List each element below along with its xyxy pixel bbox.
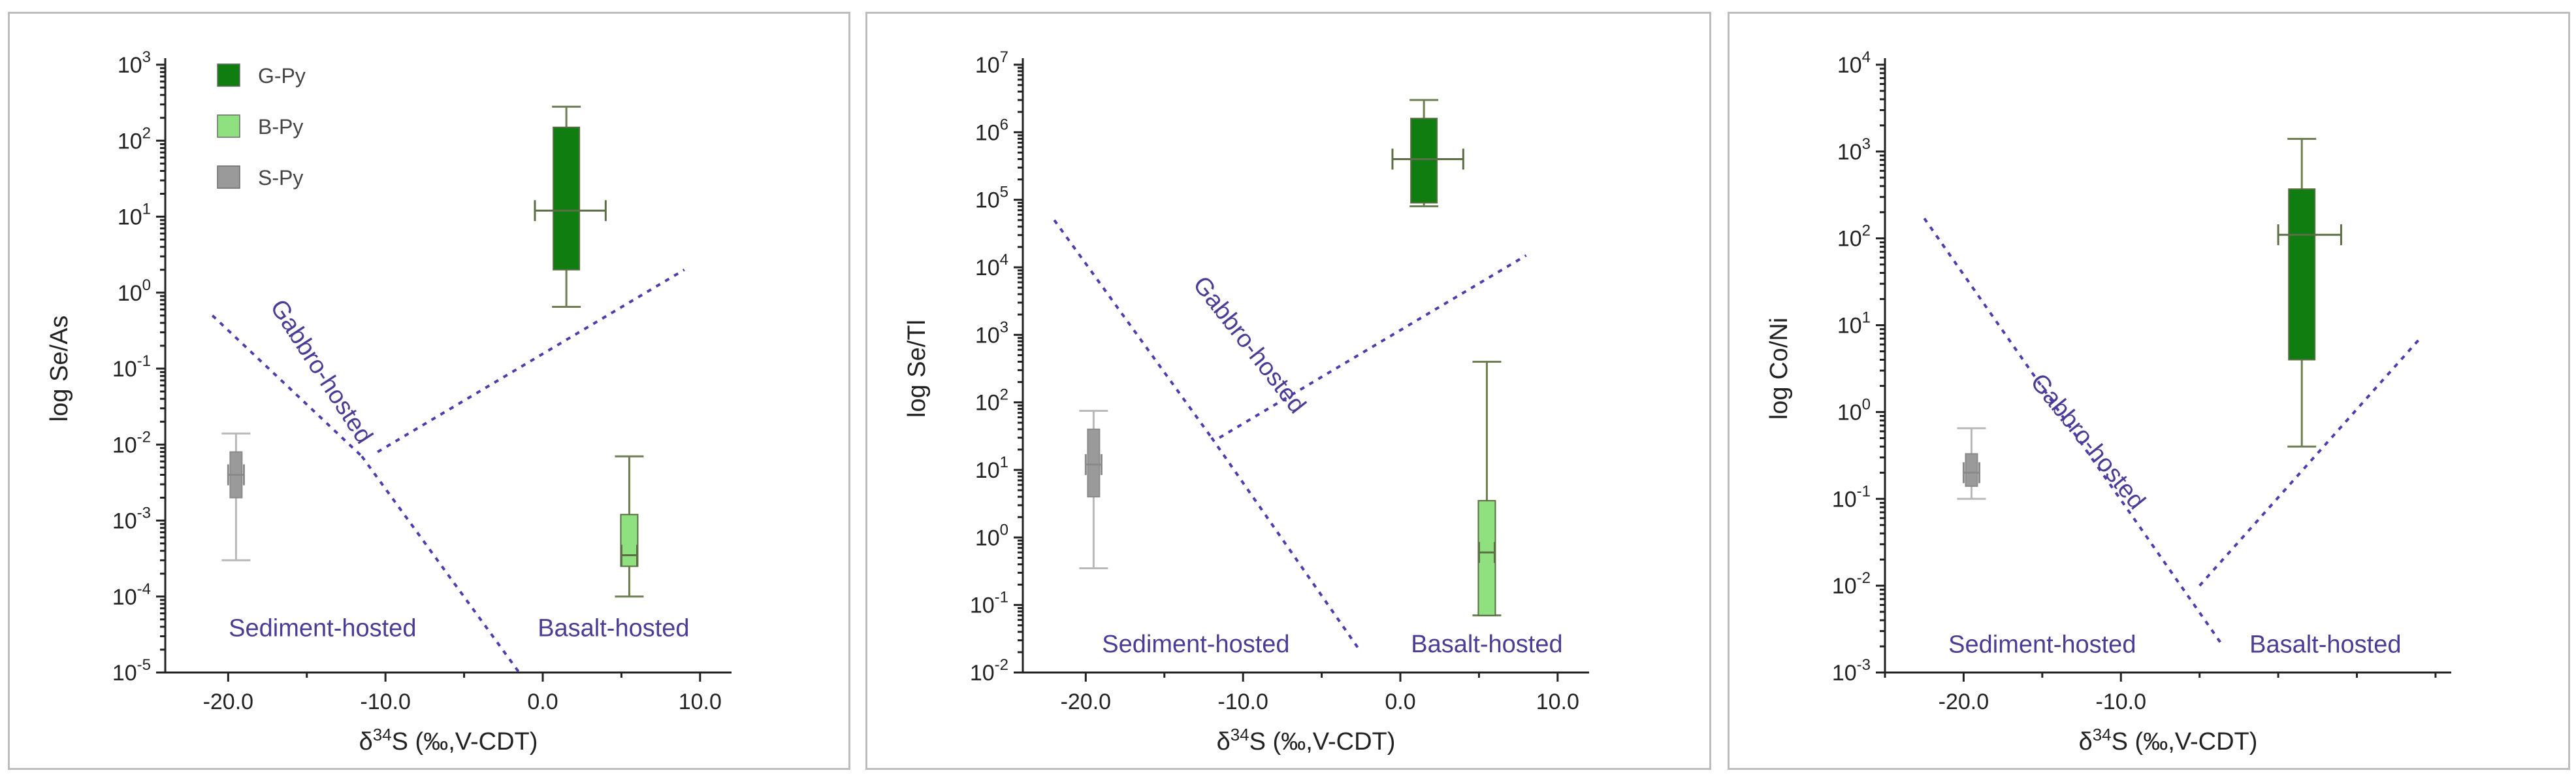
legend-label-b-py: B-Py (258, 115, 303, 139)
x-tick-label: -20.0 (203, 690, 254, 714)
legend-label-g-py: G-Py (258, 64, 306, 88)
y-tick-label: 102 (1837, 222, 1871, 252)
field-label-gabbro-hosted: Gabbro-hosted (2025, 369, 2150, 514)
field-label-basalt-hosted: Basalt-hosted (1411, 631, 1562, 658)
field-label-gabbro-hosted: Gabbro-hosted (265, 295, 378, 448)
x-axis-title: δ34S (‰,V-CDT) (1217, 725, 1396, 756)
x-axis-title: δ34S (‰,V-CDT) (2079, 725, 2258, 756)
y-tick-label: 103 (118, 48, 151, 78)
chart-panel-se-as: 10-5 10-4 10-3 10-2 10-1 100 101 102 103 -20.0 -10… (8, 12, 850, 770)
box-body (1087, 428, 1101, 498)
box-g-py (534, 105, 607, 308)
y-tick-label: 10-2 (1832, 569, 1871, 599)
x-tick-label: -10.0 (2096, 690, 2147, 714)
x-tick-label: 10.0 (679, 690, 722, 714)
y-tick-label: 100 (1837, 395, 1871, 425)
y-tick-label: 101 (118, 201, 151, 230)
x-tick-label: 0.0 (527, 690, 558, 714)
field-label-gabbro-hosted: Gabbro-hosted (1187, 271, 1311, 419)
y-tick-label: 10-1 (970, 589, 1008, 618)
y-tick-label: 100 (118, 276, 151, 306)
field-label-sediment-hosted: Sediment-hosted (1102, 631, 1289, 658)
y-axis-title: log Se/Tl (903, 320, 931, 418)
y-axis-title: log Co/Ni (1765, 318, 1793, 420)
box-g-py (1391, 99, 1464, 208)
box-s-py (221, 432, 251, 561)
y-tick-label: 10-2 (970, 656, 1008, 686)
x-tick-label: -10.0 (360, 690, 411, 714)
x-tick-label: -20.0 (1939, 690, 1989, 714)
box-s-py (1079, 410, 1108, 569)
y-tick-label: 106 (975, 116, 1008, 145)
field-boundary-line (1923, 217, 2225, 648)
x-tick-label: -20.0 (1061, 690, 1112, 714)
legend-swatch-b-py (217, 114, 240, 138)
y-tick-label: 100 (975, 521, 1008, 550)
y-tick-label: 10-1 (1832, 482, 1871, 512)
y-tick-label: 103 (975, 318, 1008, 348)
box-body (1410, 118, 1438, 204)
x-axis-title: δ34S (‰,V-CDT) (359, 725, 538, 756)
y-tick-label: 102 (975, 386, 1008, 416)
field-boundary-line (361, 456, 521, 674)
y-tick-label: 103 (1837, 135, 1871, 165)
y-tick-label: 101 (975, 454, 1008, 483)
chart-co-ni: 10-3 10-2 10-1 100 101 102 103 104 -20.0 -10.0 log… (1765, 48, 2451, 756)
field-label-basalt-hosted: Basalt-hosted (2249, 631, 2401, 658)
x-tick-label: 0.0 (1385, 690, 1415, 714)
legend-label-s-py: S-Py (258, 166, 303, 190)
y-tick-label: 105 (975, 184, 1008, 213)
y-axis-title: log Se/As (46, 316, 73, 422)
y-tick-label: 10-1 (112, 352, 151, 382)
chart-panel-se-tl: 10-2 10-1 100 101 102 103 104 105 106 107 -20.0 -10… (865, 12, 1711, 770)
y-tick-label: 10-5 (112, 656, 151, 686)
y-tick-label: 10-3 (1832, 656, 1871, 686)
field-label-sediment-hosted: Sediment-hosted (1948, 631, 2136, 658)
box-body (620, 514, 639, 567)
box-body (1965, 453, 1978, 487)
chart-panel-co-ni: 10-3 10-2 10-1 100 101 102 103 104 -20.0 -10.0 log… (1728, 12, 2570, 770)
box-s-py (1957, 427, 1986, 500)
y-tick-label: 10-2 (112, 428, 151, 457)
field-label-sediment-hosted: Sediment-hosted (229, 615, 416, 642)
chart-se-as: 10-5 10-4 10-3 10-2 10-1 100 101 102 103 -20.0 -10… (46, 48, 732, 756)
box-g-py (2277, 137, 2342, 448)
x-tick-label: 10.0 (1536, 690, 1579, 714)
legend-swatch-s-py (217, 165, 240, 189)
field-boundary-line (1053, 219, 1213, 439)
legend-swatch-g-py (217, 63, 240, 87)
box-b-py (1472, 360, 1502, 617)
field-boundary-line (2198, 337, 2421, 587)
field-boundary-line (211, 314, 363, 457)
x-tick-label: -10.0 (1217, 690, 1268, 714)
y-tick-label: 102 (118, 124, 151, 154)
field-boundary-line (1210, 437, 1362, 654)
field-boundary-line (377, 269, 685, 454)
y-tick-label: 10-4 (112, 580, 151, 610)
box-body (2288, 188, 2316, 361)
chart-se-tl: 10-2 10-1 100 101 102 103 104 105 106 107 -20.0 -10… (903, 48, 1589, 756)
field-boundary-line (1219, 254, 1527, 439)
box-body (1477, 500, 1496, 616)
y-tick-label: 101 (1837, 309, 1871, 339)
y-tick-label: 104 (1837, 48, 1871, 78)
field-label-basalt-hosted: Basalt-hosted (538, 615, 689, 642)
box-b-py (615, 455, 644, 598)
box-body (553, 126, 581, 271)
y-tick-label: 107 (975, 48, 1008, 78)
y-tick-label: 104 (975, 251, 1008, 280)
y-tick-label: 10-3 (112, 505, 151, 534)
